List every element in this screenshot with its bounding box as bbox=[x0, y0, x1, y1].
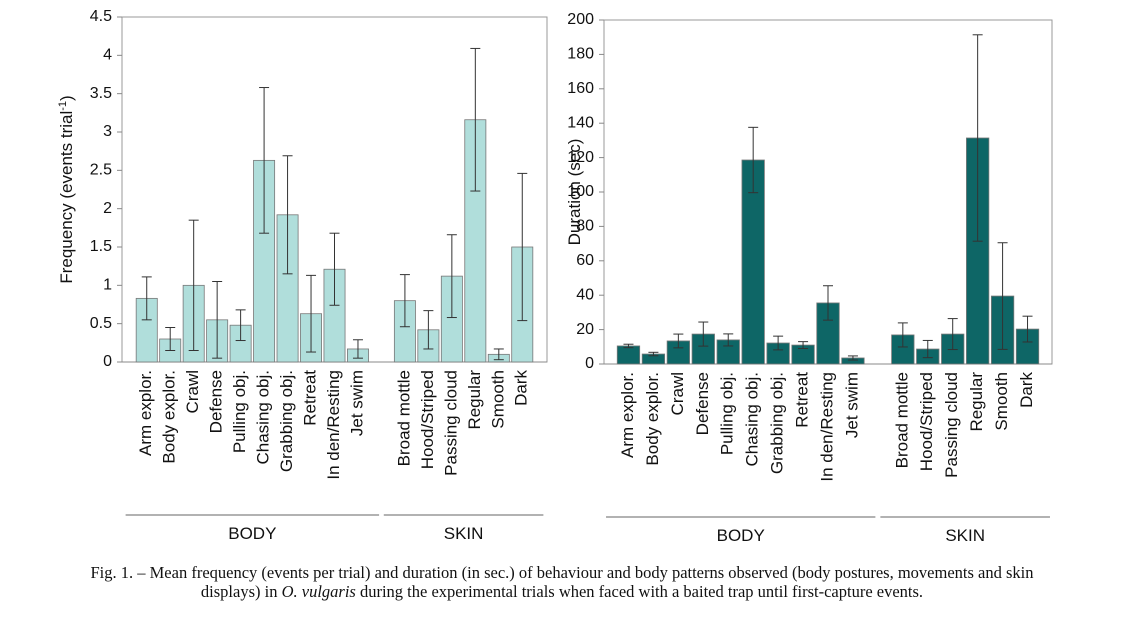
x-tick-label: Jet swim bbox=[347, 370, 366, 436]
y-tick-label: 120 bbox=[567, 149, 594, 166]
x-tick-label: Smooth bbox=[992, 372, 1011, 431]
x-tick-label: Regular bbox=[465, 370, 484, 430]
y-tick-label: 160 bbox=[567, 80, 594, 97]
x-tick-label: Arm explor. bbox=[136, 370, 155, 456]
group-label: SKIN bbox=[945, 526, 985, 545]
x-tick-label: Hood/Striped bbox=[917, 372, 936, 471]
x-tick-label: Chasing obj. bbox=[254, 370, 273, 465]
y-tick-label: 1 bbox=[103, 277, 112, 294]
x-tick-label: Body explor. bbox=[160, 370, 179, 464]
x-tick-label: Chasing obj. bbox=[743, 372, 762, 467]
x-tick-label: Passing cloud bbox=[942, 372, 961, 478]
bar bbox=[616, 345, 641, 365]
y-tick-label: 180 bbox=[567, 46, 594, 63]
y-tick-label: 2.5 bbox=[90, 162, 112, 179]
y-tick-label: 3.5 bbox=[90, 85, 112, 102]
group-label: SKIN bbox=[444, 524, 484, 543]
y-tick-label: 0 bbox=[585, 355, 594, 372]
group-label: BODY bbox=[717, 526, 765, 545]
y-axis-label: Frequency (events trial-1) bbox=[57, 95, 76, 283]
x-tick-label: Hood/Striped bbox=[418, 370, 437, 469]
x-tick-label: Pulling obj. bbox=[230, 370, 249, 453]
y-tick-label: 2 bbox=[103, 200, 112, 217]
x-tick-label: Dark bbox=[512, 370, 531, 406]
x-tick-label: Regular bbox=[967, 372, 986, 432]
x-tick-label: Retreat bbox=[301, 370, 320, 426]
y-axis-label-part: -1 bbox=[57, 101, 69, 111]
group-label: BODY bbox=[228, 524, 276, 543]
x-tick-label: Defense bbox=[693, 372, 712, 435]
caption-species: O. vulgaris bbox=[282, 582, 356, 601]
x-tick-label: Arm explor. bbox=[618, 372, 637, 458]
y-tick-label: 140 bbox=[567, 114, 594, 131]
y-tick-label: 20 bbox=[576, 321, 594, 338]
y-axis-label-part: Duration (sec) bbox=[565, 139, 584, 246]
x-tick-label: Grabbing obj. bbox=[277, 370, 296, 472]
y-tick-label: 4 bbox=[103, 47, 112, 64]
x-tick-label: Jet swim bbox=[842, 372, 861, 438]
x-tick-label: Body explor. bbox=[643, 372, 662, 466]
x-tick-label: Passing cloud bbox=[441, 370, 460, 476]
y-tick-label: 4.5 bbox=[90, 8, 112, 25]
y-tick-label: 40 bbox=[576, 286, 594, 303]
y-tick-label: 0.5 bbox=[90, 315, 112, 332]
y-axis-label-part: Frequency (events trial bbox=[57, 111, 76, 284]
y-axis-label: Duration (sec) bbox=[565, 139, 584, 246]
x-tick-label: Broad mottle bbox=[892, 372, 911, 468]
y-axis-label-part: ) bbox=[57, 95, 76, 101]
y-tick-label: 60 bbox=[576, 252, 594, 269]
y-tick-label: 200 bbox=[567, 11, 594, 28]
x-tick-label: Defense bbox=[207, 370, 226, 433]
x-tick-label: Pulling obj. bbox=[718, 372, 737, 455]
y-tick-label: 0 bbox=[103, 353, 112, 370]
x-tick-label: In den/Resting bbox=[817, 372, 836, 482]
y-tick-label: 3 bbox=[103, 123, 112, 140]
caption-text: during the experimental trials when face… bbox=[360, 582, 923, 601]
x-tick-label: Broad mottle bbox=[394, 370, 413, 466]
x-tick-label: Dark bbox=[1017, 372, 1036, 408]
y-tick-label: 80 bbox=[576, 218, 594, 235]
caption-line: Fig. 1. – Mean frequency (events per tri… bbox=[91, 563, 1034, 582]
x-tick-label: Crawl bbox=[183, 370, 202, 413]
x-tick-label: Grabbing obj. bbox=[768, 372, 787, 474]
x-tick-label: In den/Resting bbox=[324, 370, 343, 480]
x-tick-label: Crawl bbox=[668, 372, 687, 415]
y-tick-label: 1.5 bbox=[90, 238, 112, 255]
caption-line: displays) in O. vulgaris during the expe… bbox=[201, 582, 923, 601]
y-tick-label: 100 bbox=[567, 183, 594, 200]
x-tick-label: Smooth bbox=[488, 370, 507, 429]
caption-text: displays) in bbox=[201, 582, 278, 601]
x-tick-label: Retreat bbox=[793, 372, 812, 428]
